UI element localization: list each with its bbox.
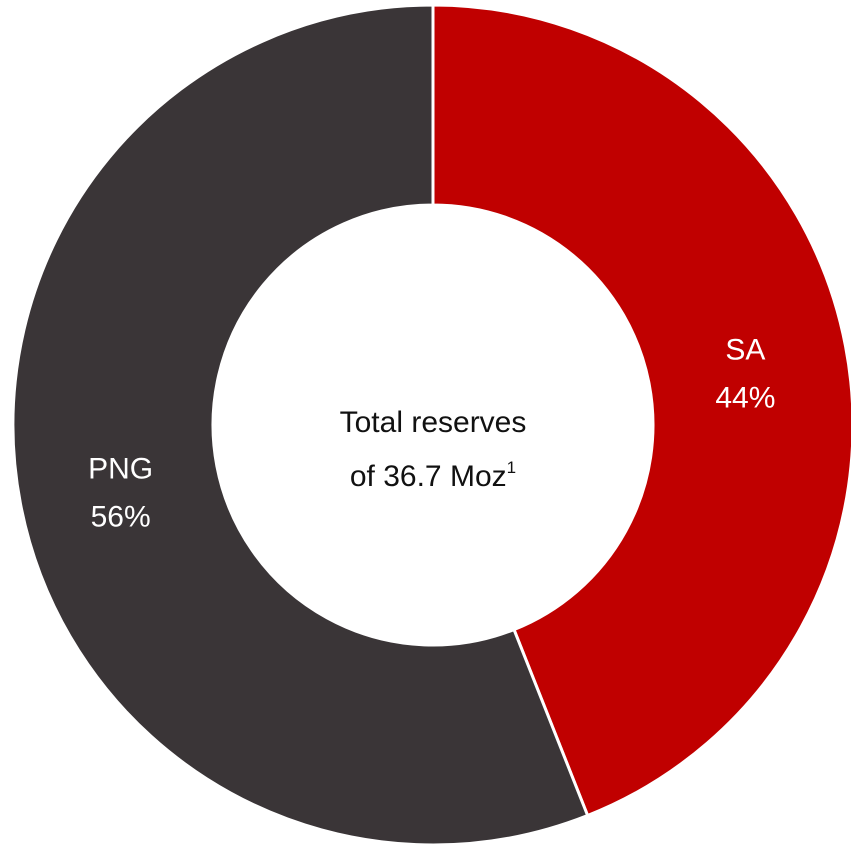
slice-sa	[431, 3, 851, 818]
slice-label-png: PNG	[88, 453, 153, 486]
center-label: Total reserves of 36.7 Moz1	[340, 406, 527, 493]
slice-value-png: 56%	[91, 501, 151, 534]
slice-label-sa: SA	[725, 333, 765, 366]
slice-png	[11, 3, 590, 847]
center-label-line1: Total reserves	[340, 406, 527, 439]
footnote-marker: 1	[507, 458, 516, 477]
slice-value-sa: 44%	[715, 381, 775, 414]
center-label-line2: of 36.7 Moz1	[350, 458, 516, 493]
donut-slices	[11, 3, 851, 847]
slice-labels: SA 44% PNG 56%	[88, 333, 775, 533]
center-label-value: of 36.7 Moz	[350, 460, 507, 493]
